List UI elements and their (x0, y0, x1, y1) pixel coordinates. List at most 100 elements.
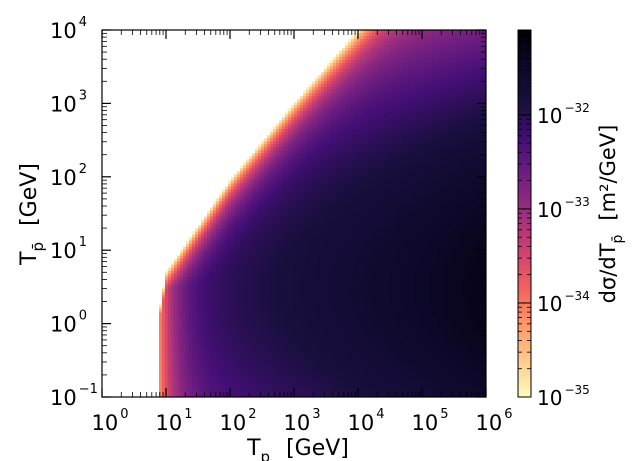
heatmap-cell (219, 276, 223, 281)
heatmap-cell (174, 288, 178, 293)
heatmap-cell (303, 369, 307, 374)
heatmap-cell (327, 360, 331, 365)
heatmap-cell (165, 324, 169, 329)
heatmap-cell (252, 300, 256, 305)
heatmap-cell (294, 216, 298, 221)
heatmap-cell (234, 282, 238, 287)
heatmap-cell (225, 315, 229, 320)
heatmap-cell (333, 174, 337, 178)
heatmap-cell (180, 303, 184, 308)
heatmap-cell (327, 159, 331, 163)
heatmap-cell (237, 213, 241, 218)
heatmap-cell (336, 201, 340, 206)
heatmap-cell (261, 246, 265, 251)
heatmap-cell (207, 369, 211, 374)
heatmap-cell (288, 303, 292, 308)
heatmap-cell (210, 348, 214, 353)
heatmap-cell (168, 345, 172, 350)
heatmap-cell (174, 375, 178, 380)
heatmap-cell (198, 294, 202, 299)
heatmap-cell (261, 330, 265, 335)
heatmap-cell (267, 279, 271, 284)
heatmap-cell (324, 288, 328, 293)
heatmap-cell (264, 147, 268, 151)
heatmap-cell (321, 378, 325, 383)
heatmap-cell (300, 330, 304, 335)
heatmap-cell (258, 177, 262, 182)
heatmap-cell (333, 189, 337, 194)
heatmap-cell (273, 195, 277, 200)
heatmap-cell (273, 162, 277, 166)
heatmap-cell (336, 198, 340, 203)
heatmap-cell (225, 357, 229, 362)
heatmap-cell (333, 315, 337, 320)
heatmap-cell (288, 345, 292, 350)
heatmap-cell (225, 291, 229, 296)
heatmap-cell (180, 288, 184, 293)
heatmap-cell (315, 144, 319, 148)
heatmap-cell (303, 297, 307, 302)
heatmap-cell (240, 210, 244, 215)
heatmap-cell (195, 384, 199, 389)
heatmap-cell (300, 375, 304, 380)
heatmap-cell (258, 213, 262, 218)
heatmap-cell (192, 354, 196, 359)
heatmap-cell (282, 186, 286, 191)
heatmap-cell (198, 234, 202, 239)
heatmap-cell (288, 297, 292, 302)
heatmap-cell (240, 375, 244, 380)
heatmap-cell (222, 231, 226, 236)
heatmap-cell (204, 264, 208, 269)
heatmap-cell (282, 267, 286, 272)
heatmap-cell (339, 183, 343, 188)
heatmap-cell (249, 165, 253, 169)
heatmap-cell (216, 369, 220, 374)
heatmap-cell (333, 57, 337, 61)
heatmap-cell (267, 171, 271, 175)
heatmap-cell (303, 366, 307, 371)
heatmap-cell (249, 213, 253, 218)
heatmap-cell (321, 147, 325, 151)
heatmap-cell (318, 321, 322, 326)
heatmap-cell (255, 357, 259, 362)
heatmap-cell (267, 243, 271, 248)
heatmap-cell (246, 195, 250, 200)
heatmap-cell (279, 384, 283, 389)
heatmap-cell (303, 210, 307, 215)
heatmap-cell (306, 96, 310, 100)
heatmap-cell (330, 228, 334, 233)
heatmap-cell (231, 390, 235, 395)
heatmap-cell (234, 264, 238, 269)
heatmap-cell (294, 288, 298, 293)
heatmap-cell (222, 345, 226, 350)
heatmap-cell (174, 258, 178, 263)
heatmap-cell (174, 372, 178, 377)
heatmap-cell (261, 393, 265, 397)
heatmap-cell (264, 201, 268, 206)
heatmap-cell (228, 357, 232, 362)
heatmap-cell (219, 330, 223, 335)
heatmap-cell (279, 234, 283, 239)
heatmap-cell (255, 330, 259, 335)
heatmap-cell (336, 102, 340, 106)
heatmap-cell (342, 297, 346, 302)
heatmap-cell (279, 354, 283, 359)
heatmap-cell (264, 306, 268, 311)
heatmap-cell (159, 309, 163, 314)
heatmap-cell (240, 393, 244, 397)
heatmap-cell (189, 300, 193, 305)
heatmap-cell (159, 384, 163, 389)
heatmap-cell (189, 363, 193, 368)
heatmap-cell (294, 171, 298, 175)
heatmap-cell (306, 162, 310, 166)
heatmap-cell (177, 324, 181, 329)
heatmap-cell (213, 300, 217, 305)
heatmap-cell (249, 348, 253, 353)
heatmap-cell (252, 261, 256, 266)
heatmap-cell (288, 336, 292, 341)
heatmap-cell (267, 237, 271, 242)
heatmap-cell (267, 351, 271, 356)
heatmap-cell (324, 204, 328, 209)
heatmap-cell (189, 390, 193, 395)
heatmap-cell (285, 219, 289, 224)
